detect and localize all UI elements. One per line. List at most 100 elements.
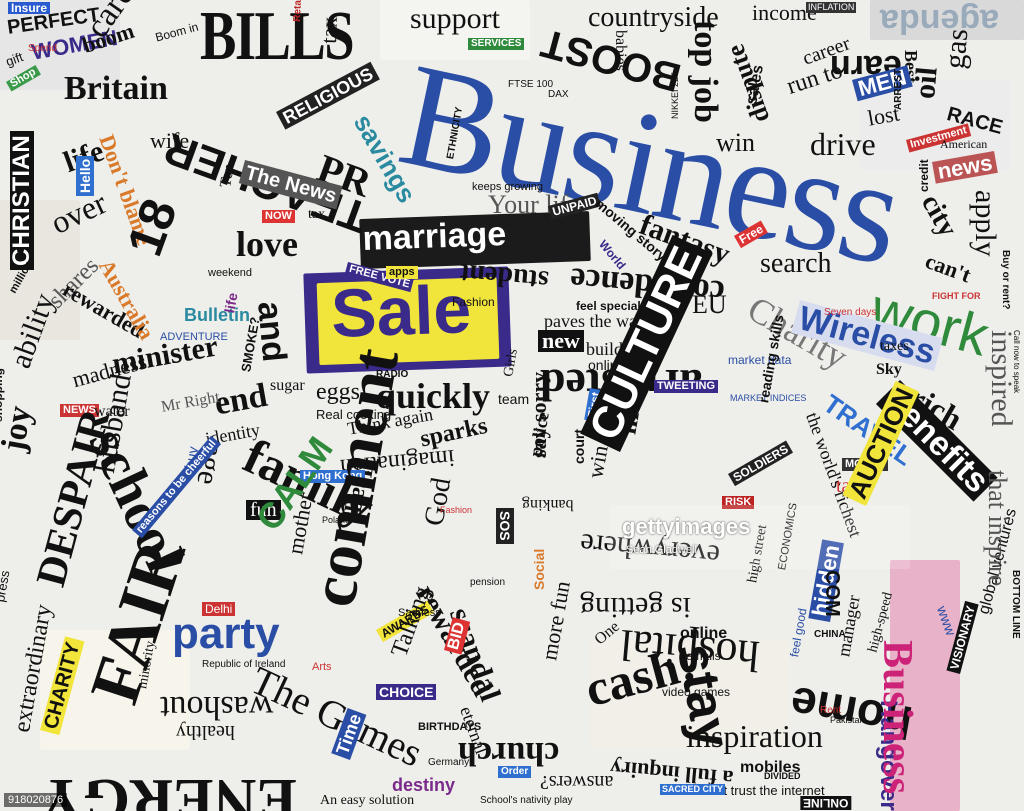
word: tax xyxy=(316,16,342,45)
headline-energy: ENERGY xyxy=(40,767,297,811)
word: Sadness xyxy=(398,607,441,619)
word: An easy solution xyxy=(320,793,415,808)
word: answers? xyxy=(540,771,614,793)
word: drive xyxy=(810,126,876,162)
word: SACRED CITY xyxy=(660,784,726,795)
word: Fashion xyxy=(452,295,495,309)
word: emails xyxy=(686,649,721,663)
word: Social xyxy=(531,548,547,590)
word: online xyxy=(680,625,728,642)
word: new xyxy=(538,330,584,352)
word: end xyxy=(211,376,271,423)
word: tax xyxy=(308,207,326,222)
word: and xyxy=(250,299,294,364)
word: can't trust the internet xyxy=(700,783,825,798)
word: SERVICES xyxy=(468,38,525,50)
word: washout xyxy=(160,689,274,726)
watermark-logo: gettyimages xyxy=(622,514,751,539)
word: God xyxy=(418,475,458,529)
word: hospital xyxy=(618,620,762,681)
word: RADIO xyxy=(376,369,409,380)
word: NOW xyxy=(262,210,295,223)
word: quickly xyxy=(376,376,491,416)
watermark-credit: Sean Gladwell xyxy=(626,544,697,556)
word: search xyxy=(760,248,832,279)
word: INFLATION xyxy=(806,2,857,13)
word: video games xyxy=(662,685,731,699)
paper-scrap xyxy=(380,0,530,60)
word: FTSE 100 xyxy=(508,79,554,90)
word: student xyxy=(458,257,550,296)
word: feel special xyxy=(576,299,641,313)
word: banking xyxy=(522,496,574,513)
word: Boom in xyxy=(153,19,200,45)
word: ONLINE xyxy=(800,796,852,810)
word: Seven days xyxy=(824,307,877,318)
paper-scrap xyxy=(870,0,1024,40)
word: fun xyxy=(246,500,281,520)
word: healthy xyxy=(176,721,235,743)
word: market data xyxy=(728,353,792,367)
word: EU xyxy=(692,290,727,319)
word: Poland xyxy=(322,515,351,525)
headline-bills: BILLS xyxy=(200,0,355,75)
word: sugar xyxy=(270,377,305,394)
word: DIVIDED xyxy=(764,771,801,781)
word: Real cooking xyxy=(316,407,392,422)
word: Spend xyxy=(28,43,57,54)
word: Mr Right xyxy=(159,388,222,416)
watermark-panel xyxy=(610,505,910,569)
word: credit xyxy=(917,159,931,192)
word: NEWS xyxy=(60,404,99,417)
word: eggs xyxy=(316,379,360,405)
word: pension xyxy=(470,577,506,588)
word: joy xyxy=(0,403,39,455)
word: Girls xyxy=(501,347,521,378)
pink-business-scrap xyxy=(890,560,960,811)
word: Call now to speak xyxy=(1012,330,1021,394)
word: Insure xyxy=(8,2,51,14)
word: support xyxy=(410,2,500,35)
word: School's nativity play xyxy=(480,795,573,806)
word: ADVENTURE xyxy=(160,331,228,343)
word: win xyxy=(716,128,755,157)
word: destiny xyxy=(392,775,456,795)
word: CHINA xyxy=(814,629,846,640)
word: church xyxy=(458,735,560,772)
word: DAX xyxy=(548,89,569,100)
word: Hong Kong xyxy=(300,470,366,483)
word: Order xyxy=(498,766,532,778)
word: countryside xyxy=(588,2,719,33)
word: can't xyxy=(922,248,975,288)
word: run to xyxy=(783,57,846,100)
word: press xyxy=(0,569,13,604)
image-id-label: 918020876 xyxy=(4,793,68,807)
word: marriage xyxy=(361,214,507,258)
word: Republic of Ireland xyxy=(202,659,286,670)
word: taxes xyxy=(880,339,909,354)
word: weekend xyxy=(208,267,253,279)
word: apps xyxy=(386,266,418,279)
word: SOS xyxy=(496,508,514,544)
word: say sorry xyxy=(526,371,551,458)
word: love xyxy=(236,224,298,264)
word: CHRISTIAN xyxy=(8,131,35,270)
word: Sky xyxy=(876,361,902,378)
paper-scrap xyxy=(590,640,790,750)
word: Pakistan xyxy=(830,715,865,725)
word: RISK xyxy=(722,496,755,509)
word: is getting xyxy=(580,591,691,624)
word: Buy or rent? xyxy=(1000,250,1011,310)
word: Business xyxy=(874,640,920,795)
word: BOTTOM LINE xyxy=(1010,570,1021,639)
word: Bulletin xyxy=(184,305,250,325)
word: Retail xyxy=(292,0,304,22)
word: mobiles xyxy=(740,759,801,776)
word: American xyxy=(940,137,988,151)
word: win xyxy=(582,443,613,481)
word: SOLDIERS xyxy=(728,440,794,487)
word: party xyxy=(172,609,280,658)
word: apply xyxy=(969,190,1002,257)
word: MARKET INDICES xyxy=(730,393,807,403)
